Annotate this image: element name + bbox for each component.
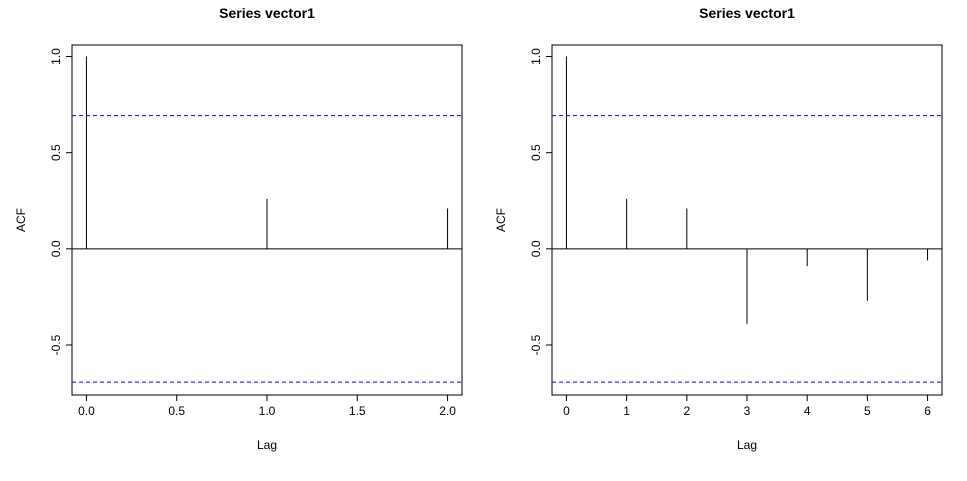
chart-title: Series vector1 — [219, 5, 315, 21]
x-tick-label: 6 — [924, 404, 931, 418]
x-tick-label: 2.0 — [439, 404, 456, 418]
y-tick-label: 0.5 — [49, 144, 63, 161]
x-axis-label: Lag — [257, 438, 277, 452]
y-tick-label: 0.0 — [529, 240, 543, 257]
x-tick-label: 4 — [804, 404, 811, 418]
y-tick-label: 0.5 — [529, 144, 543, 161]
x-axis-label: Lag — [737, 438, 757, 452]
y-tick-label: 1.0 — [529, 48, 543, 65]
x-tick-label: 5 — [864, 404, 871, 418]
x-tick-label: 2 — [683, 404, 690, 418]
x-tick-label: 3 — [744, 404, 751, 418]
x-tick-label: 1.0 — [259, 404, 276, 418]
x-tick-label: 0.5 — [168, 404, 185, 418]
y-tick-label: 0.0 — [49, 240, 63, 257]
x-tick-label: 1 — [623, 404, 630, 418]
y-axis-label: ACF — [14, 208, 28, 232]
plot-frame — [551, 44, 943, 396]
y-axis-label: ACF — [494, 208, 508, 232]
y-tick-label: 1.0 — [49, 48, 63, 65]
x-tick-label: 0.0 — [78, 404, 95, 418]
x-tick-label: 1.5 — [349, 404, 366, 418]
x-tick-label: 0 — [563, 404, 570, 418]
y-tick-label: -0.5 — [49, 334, 63, 355]
y-tick-label: -0.5 — [529, 334, 543, 355]
chart-title: Series vector1 — [699, 5, 795, 21]
